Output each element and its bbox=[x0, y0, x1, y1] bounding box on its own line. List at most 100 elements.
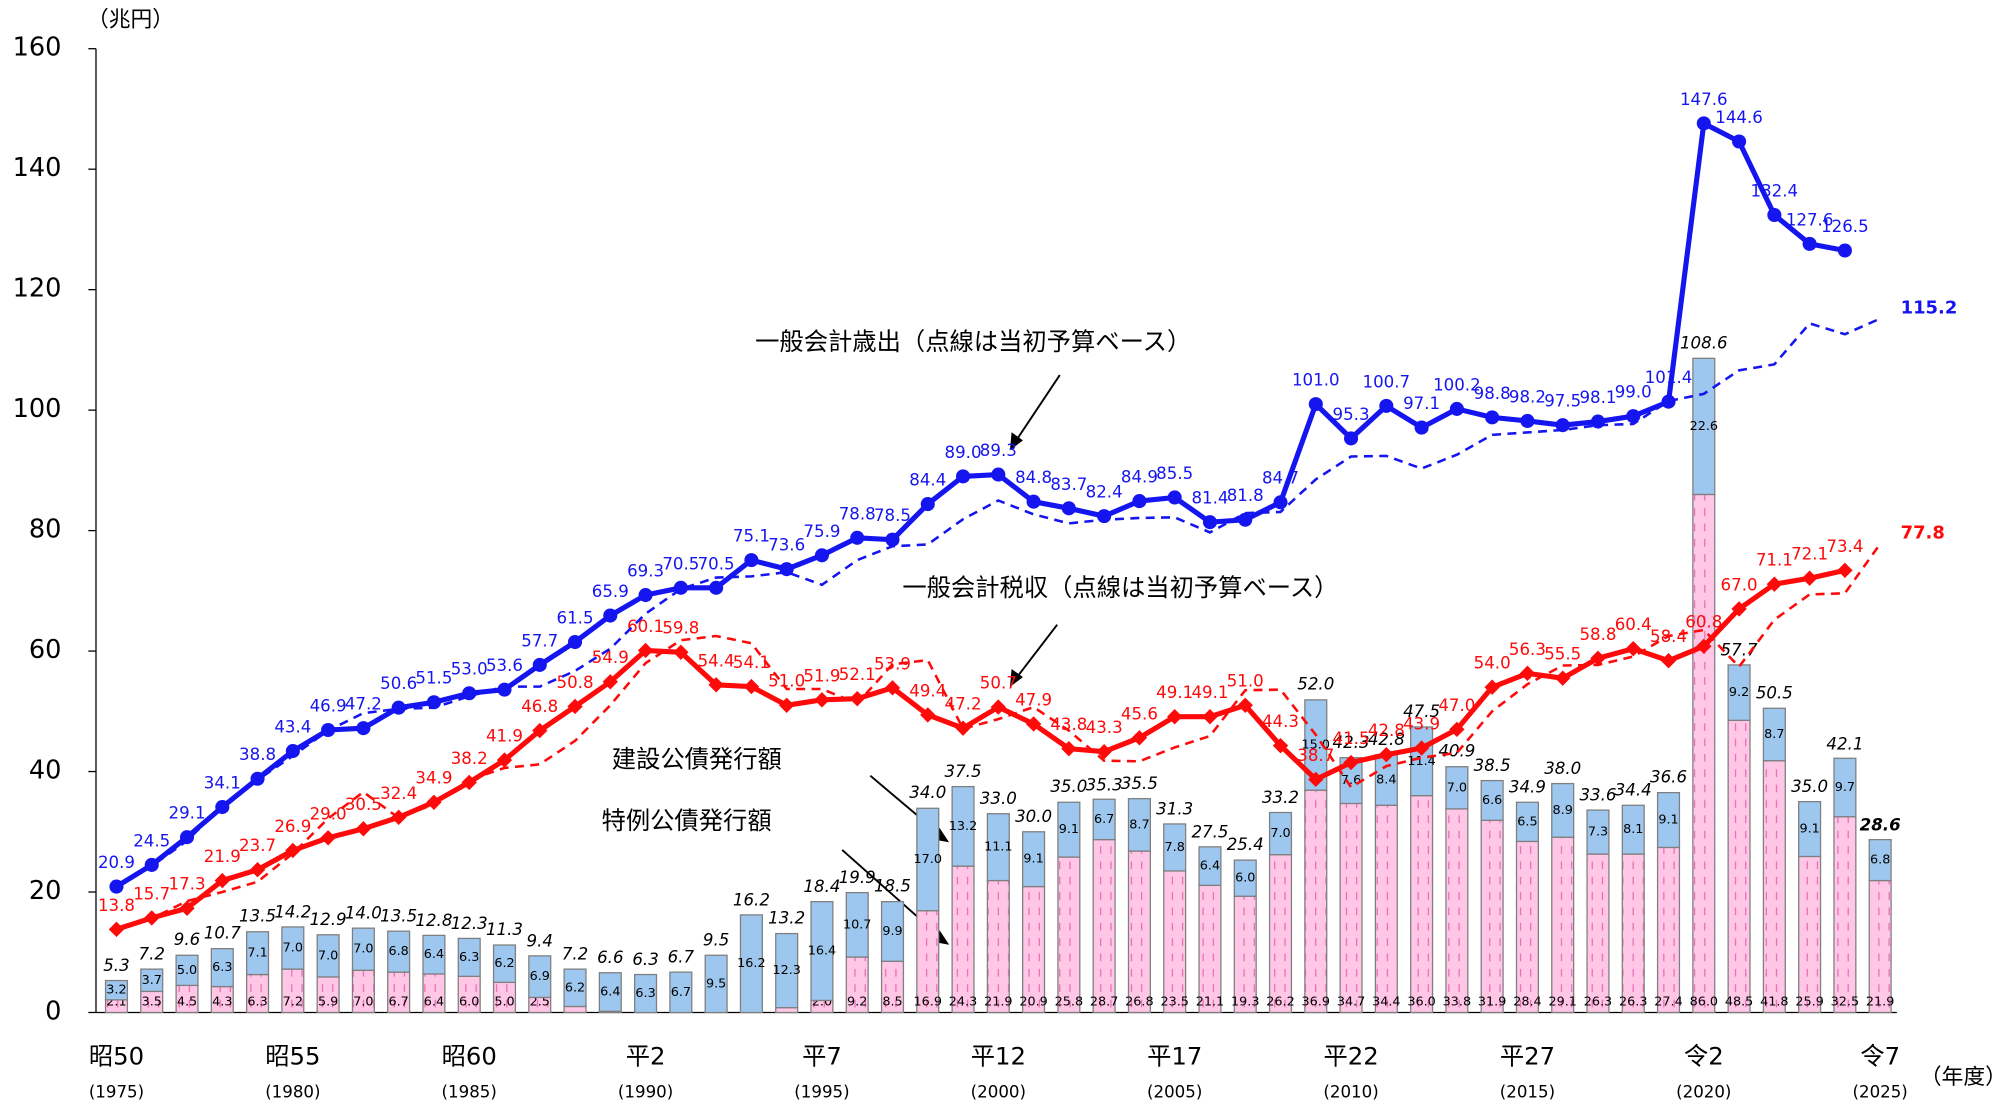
point bbox=[496, 752, 513, 768]
x-year-label: (1985) bbox=[442, 1083, 497, 1102]
point bbox=[1344, 431, 1359, 446]
point bbox=[356, 721, 371, 736]
bar-label: 7.6 bbox=[1341, 773, 1361, 788]
point-label: 60.1 bbox=[627, 617, 664, 636]
bar-total-label: 50.5 bbox=[1756, 684, 1793, 703]
bar-total-label: 13.2 bbox=[768, 908, 805, 927]
point-label: 47.9 bbox=[1015, 690, 1052, 709]
bar-label: 25.9 bbox=[1795, 995, 1823, 1010]
point-label: 43.8 bbox=[1050, 715, 1087, 734]
x-year-label: (2010) bbox=[1323, 1083, 1378, 1102]
point-label: 50.6 bbox=[380, 674, 417, 693]
point-label: 81.4 bbox=[1191, 489, 1228, 508]
bar-label: 16.2 bbox=[737, 956, 765, 971]
point-label: 61.5 bbox=[557, 608, 594, 627]
point bbox=[1025, 716, 1042, 732]
bar-segment bbox=[1127, 798, 1151, 852]
bar-label: 48.5 bbox=[1725, 995, 1753, 1010]
bar-label: 2.5 bbox=[530, 995, 550, 1010]
bar-total-label: 7.2 bbox=[139, 945, 165, 964]
bar-label: 5.0 bbox=[177, 963, 197, 978]
point-label: 58.8 bbox=[1579, 625, 1616, 644]
bar-label: 15.0 bbox=[1302, 738, 1330, 753]
bar-label: 9.5 bbox=[706, 976, 726, 991]
bar-segment bbox=[1198, 884, 1222, 1014]
bar-label: 6.0 bbox=[1235, 871, 1255, 886]
bar-segment bbox=[669, 971, 693, 1014]
point bbox=[1660, 653, 1677, 669]
point-label: 26.9 bbox=[274, 817, 311, 836]
bar-label: 8.7 bbox=[1764, 727, 1784, 742]
point bbox=[1097, 509, 1112, 524]
point-label: 84.8 bbox=[1015, 468, 1052, 487]
bar-label: 26.8 bbox=[1125, 995, 1153, 1010]
x-unit: （年度） bbox=[1920, 1065, 2007, 1090]
point-label: 70.5 bbox=[662, 554, 699, 573]
x-tick-label: 昭60 bbox=[442, 1041, 497, 1070]
point-label: 47.2 bbox=[345, 695, 382, 714]
bar-total-label: 10.7 bbox=[204, 923, 241, 942]
point-label: 98.2 bbox=[1509, 387, 1546, 406]
point bbox=[355, 821, 372, 837]
bar-segment bbox=[1057, 801, 1081, 858]
bar-label: 6.7 bbox=[388, 995, 408, 1010]
bar-segment bbox=[422, 934, 446, 975]
bar-segment bbox=[1551, 782, 1575, 838]
bar-label: 34.7 bbox=[1337, 995, 1365, 1010]
point-label: 75.1 bbox=[733, 527, 770, 546]
point-label: 97.5 bbox=[1544, 392, 1581, 411]
point-label: 60.8 bbox=[1685, 613, 1722, 632]
point-label: 60.4 bbox=[1615, 615, 1652, 634]
point bbox=[567, 634, 583, 650]
point-label: 24.5 bbox=[133, 831, 170, 850]
bar-segment bbox=[1304, 789, 1328, 1014]
bar-total-label: 14.0 bbox=[345, 904, 382, 923]
point-label: 51.0 bbox=[1227, 672, 1264, 691]
bar-segment bbox=[986, 813, 1010, 882]
bar-segment bbox=[457, 937, 481, 977]
point-label: 46.9 bbox=[310, 696, 347, 715]
point-label: 49.4 bbox=[909, 681, 946, 700]
point bbox=[1625, 640, 1641, 657]
point bbox=[1272, 737, 1289, 754]
bar-label: 22.6 bbox=[1690, 419, 1718, 434]
point bbox=[1626, 409, 1641, 424]
bar-segment bbox=[1268, 854, 1293, 1014]
bar-label: 19.3 bbox=[1231, 995, 1259, 1010]
point bbox=[1661, 394, 1676, 409]
y-tick-label: 20 bbox=[29, 876, 62, 906]
bar-segment bbox=[951, 865, 975, 1014]
point bbox=[1202, 515, 1218, 530]
point-label: 51.9 bbox=[803, 666, 840, 685]
bar-label: 6.0 bbox=[459, 995, 479, 1010]
point bbox=[1308, 397, 1323, 412]
bar-segment bbox=[1163, 870, 1187, 1014]
x-tick-label: 平17 bbox=[1147, 1041, 1202, 1070]
bar-total-label: 34.4 bbox=[1615, 781, 1652, 800]
point bbox=[1696, 116, 1711, 131]
bar-segment bbox=[1339, 802, 1363, 1014]
bar-label: 13.2 bbox=[949, 819, 977, 834]
bar-label: 8.7 bbox=[1129, 817, 1149, 832]
bar-label: 9.7 bbox=[1835, 780, 1855, 795]
point-label: 52.1 bbox=[839, 665, 876, 684]
point-label: 47.0 bbox=[1438, 696, 1475, 715]
y-tick-label: 140 bbox=[13, 153, 62, 183]
bar-total-label: 42.3 bbox=[1333, 733, 1370, 752]
bar-label: 21.1 bbox=[1196, 995, 1224, 1010]
bar-segment bbox=[1656, 846, 1681, 1014]
point bbox=[1061, 740, 1077, 757]
bar-label: 6.3 bbox=[635, 986, 655, 1001]
bar-total-label: 9.5 bbox=[703, 931, 729, 950]
bar-label: 21.9 bbox=[984, 995, 1012, 1010]
y-tick-label: 40 bbox=[29, 756, 62, 786]
point-label: 67.0 bbox=[1721, 575, 1758, 594]
bar-segment bbox=[1621, 804, 1645, 855]
bar-total-label: 31.3 bbox=[1156, 799, 1193, 818]
point-label: 20.9 bbox=[98, 853, 135, 872]
point-label: 53.9 bbox=[874, 654, 911, 673]
point-label: 100.7 bbox=[1363, 372, 1411, 391]
bar-segment bbox=[351, 927, 375, 971]
bar-label: 3.2 bbox=[106, 983, 126, 998]
bar-segment bbox=[598, 972, 622, 1012]
